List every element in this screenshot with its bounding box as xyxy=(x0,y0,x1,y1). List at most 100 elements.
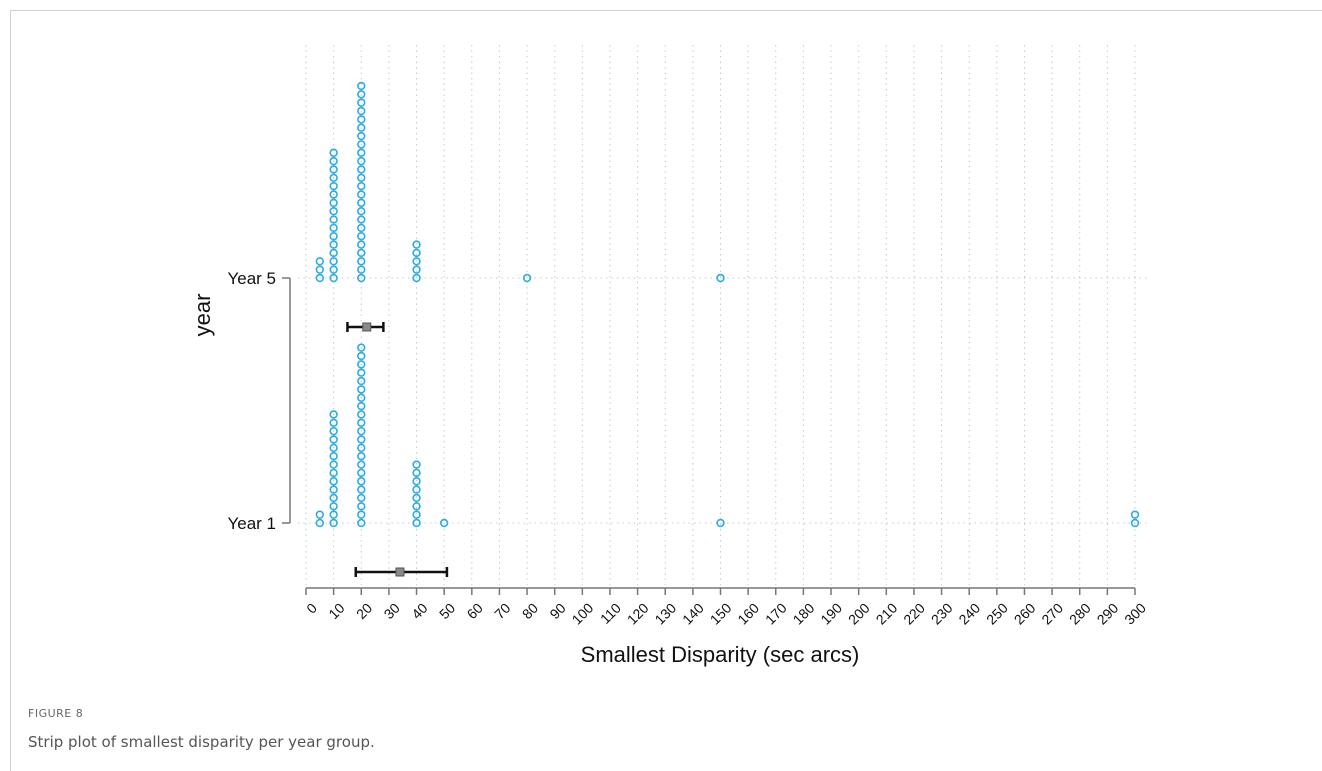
y-tick-label: Year 1 xyxy=(227,514,276,533)
data-point xyxy=(357,148,366,157)
data-point xyxy=(357,207,366,216)
data-point xyxy=(412,240,421,249)
figure-label: FIGURE 8 xyxy=(28,707,84,720)
data-point xyxy=(522,273,532,283)
data-point xyxy=(357,98,366,107)
data-point xyxy=(357,343,366,352)
data-point xyxy=(412,273,421,283)
data-point xyxy=(329,460,338,469)
x-tick-label: 250 xyxy=(983,600,1011,628)
x-tick-label: 30 xyxy=(381,600,403,622)
data-point xyxy=(357,376,366,386)
data-point xyxy=(357,351,366,361)
data-point xyxy=(357,493,366,503)
data-point xyxy=(329,207,338,216)
data-point xyxy=(357,502,366,511)
x-tick-label: 280 xyxy=(1066,600,1094,628)
data-point xyxy=(357,385,366,394)
data-point xyxy=(329,510,338,519)
data-point xyxy=(329,257,338,266)
figure-caption: Strip plot of smallest disparity per yea… xyxy=(28,733,375,751)
data-point xyxy=(329,232,338,241)
data-point xyxy=(357,165,366,174)
data-point xyxy=(315,257,325,266)
data-point xyxy=(357,240,366,249)
mean-marker xyxy=(362,322,372,332)
data-point xyxy=(412,502,421,511)
data-point xyxy=(329,485,338,494)
data-point xyxy=(329,477,338,486)
data-point xyxy=(357,223,366,233)
data-point xyxy=(357,418,366,427)
x-tick-label: 180 xyxy=(790,600,818,628)
data-point xyxy=(357,401,366,411)
x-axis-label: Smallest Disparity (sec arcs) xyxy=(581,642,860,667)
mean-marker xyxy=(395,567,405,577)
x-tick-label: 130 xyxy=(651,600,679,628)
x-tick-label: 20 xyxy=(353,600,375,622)
data-point xyxy=(329,443,338,453)
data-point xyxy=(357,215,366,224)
data-point xyxy=(357,81,366,91)
data-point xyxy=(412,510,421,519)
data-point xyxy=(716,518,725,528)
data-point xyxy=(357,106,366,116)
data-point xyxy=(329,410,338,419)
x-tick-label: 210 xyxy=(873,600,901,628)
data-point xyxy=(329,148,338,157)
data-point xyxy=(357,265,366,274)
x-tick-label: 170 xyxy=(762,600,790,628)
data-point xyxy=(315,518,325,528)
x-tick-label: 70 xyxy=(491,600,513,622)
data-point xyxy=(357,360,366,369)
x-tick-label: 60 xyxy=(464,600,486,622)
data-point xyxy=(412,468,421,478)
data-point xyxy=(412,518,421,528)
data-point xyxy=(357,248,366,258)
data-point xyxy=(357,485,366,494)
x-tick-label: 160 xyxy=(734,600,762,628)
x-tick-label: 290 xyxy=(1094,600,1122,628)
x-tick-label: 0 xyxy=(303,600,320,617)
data-point xyxy=(329,198,338,208)
data-point xyxy=(329,265,338,274)
x-tick-label: 240 xyxy=(955,600,983,628)
data-point xyxy=(357,257,366,266)
data-point xyxy=(329,452,338,461)
x-tick-label: 110 xyxy=(597,600,624,627)
data-point xyxy=(329,248,338,258)
data-point xyxy=(357,426,366,436)
data-point xyxy=(1130,510,1140,519)
x-tick-label: 40 xyxy=(408,600,430,622)
data-point xyxy=(315,510,325,519)
data-point xyxy=(357,123,366,132)
data-point xyxy=(357,181,366,191)
x-tick-label: 300 xyxy=(1121,600,1149,628)
x-tick-label: 10 xyxy=(325,600,347,622)
data-point xyxy=(716,273,725,283)
data-point xyxy=(329,518,338,528)
data-point xyxy=(329,190,338,199)
data-point xyxy=(412,460,421,469)
data-point xyxy=(357,131,366,141)
data-point xyxy=(357,477,366,486)
data-point xyxy=(357,460,366,469)
y-tick-label: Year 5 xyxy=(227,269,276,288)
x-tick-label: 90 xyxy=(546,600,568,622)
x-tick-label: 220 xyxy=(900,600,928,628)
data-point xyxy=(357,173,366,183)
x-tick-label: 260 xyxy=(1011,600,1039,628)
data-point xyxy=(329,173,338,183)
x-tick-label: 150 xyxy=(707,600,735,628)
data-point xyxy=(357,435,366,444)
data-point xyxy=(315,273,325,283)
data-point xyxy=(329,165,338,174)
data-point xyxy=(412,493,421,503)
data-point xyxy=(357,232,366,241)
data-point xyxy=(357,510,366,519)
data-point xyxy=(357,115,366,124)
data-point xyxy=(1130,518,1140,528)
data-point xyxy=(315,265,325,274)
x-tick-label: 120 xyxy=(624,600,652,628)
data-point xyxy=(357,368,366,377)
